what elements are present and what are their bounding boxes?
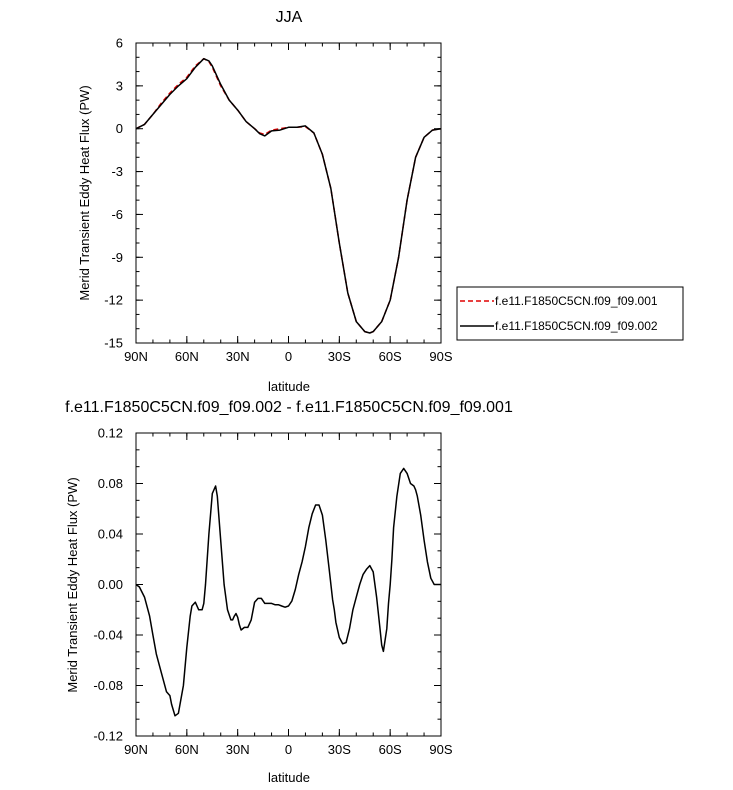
bottom-x-tick-label: 90S bbox=[429, 742, 452, 757]
bottom-x-tick-label: 0 bbox=[285, 742, 292, 757]
bottom-panel: f.e11.F1850C5CN.f09_f09.002 - f.e11.F185… bbox=[65, 399, 513, 785]
top-y-tick-label: -3 bbox=[111, 164, 123, 179]
top-x-tick-label: 90N bbox=[124, 349, 148, 364]
top-y-tick-label: -6 bbox=[111, 207, 123, 222]
bottom-y-tick-label: -0.08 bbox=[93, 678, 123, 693]
top-chart-title: JJA bbox=[276, 9, 303, 26]
bottom-x-tick-label: 30N bbox=[226, 742, 250, 757]
bottom-y-tick-label: 0.12 bbox=[98, 426, 123, 441]
top-chart-ticks: 90N 60N 30N 0 30S 60S 90S 6 3 0 -3 -6 -9 -12 -15 bbox=[104, 36, 453, 365]
bottom-y-tick-label: -0.04 bbox=[93, 628, 123, 643]
top-y-tick-label: -15 bbox=[104, 336, 123, 351]
bottom-chart-title: f.e11.F1850C5CN.f09_f09.002 - f.e11.F185… bbox=[65, 399, 513, 416]
bottom-x-axis-label: latitude bbox=[268, 770, 310, 785]
top-y-tick-label: -12 bbox=[104, 293, 123, 308]
bottom-chart-ticks: 90N 60N 30N 0 30S 60S 90S 0.12 0.08 0.04 0.00 -0.04… bbox=[93, 426, 453, 758]
top-series-line-2 bbox=[135, 57, 442, 334]
top-x-tick-label: 90S bbox=[429, 349, 452, 364]
bottom-x-tick-label: 60S bbox=[379, 742, 402, 757]
bottom-y-tick-label: -0.12 bbox=[93, 729, 123, 744]
bottom-chart-series-group bbox=[135, 467, 441, 717]
top-chart-series-group bbox=[135, 57, 442, 334]
top-x-tick-label: 60S bbox=[379, 349, 402, 364]
top-x-tick-label: 60N bbox=[175, 349, 199, 364]
legend: f.e11.F1850C5CN.f09_f09.001 f.e11.F1850C… bbox=[456, 286, 684, 341]
top-y-tick-label: -9 bbox=[111, 250, 123, 265]
top-x-tick-label: 30S bbox=[328, 349, 351, 364]
top-x-tick-label: 0 bbox=[285, 349, 292, 364]
top-x-axis-label: latitude bbox=[268, 379, 310, 394]
bottom-y-tick-label: 0.00 bbox=[98, 577, 123, 592]
bottom-y-tick-label: 0.08 bbox=[98, 476, 123, 491]
top-y-tick-label: 6 bbox=[116, 36, 123, 51]
bottom-x-tick-label: 30S bbox=[328, 742, 351, 757]
top-panel: JJA 90N 60N 30N 0 30S 60S 90S 6 3 0 -3 -6 -9 -12 -15 l… bbox=[77, 9, 684, 394]
top-y-tick-label: 0 bbox=[116, 121, 123, 136]
bottom-x-tick-label: 60N bbox=[175, 742, 199, 757]
bottom-series-line-1 bbox=[135, 467, 441, 717]
legend-label-series-1: f.e11.F1850C5CN.f09_f09.001 bbox=[495, 294, 658, 308]
bottom-y-tick-label: 0.04 bbox=[98, 527, 123, 542]
top-x-tick-label: 30N bbox=[226, 349, 250, 364]
bottom-x-tick-label: 90N bbox=[124, 742, 148, 757]
legend-box bbox=[456, 286, 684, 341]
top-y-axis-label: Merid Transient Eddy Heat Flux (PW) bbox=[77, 85, 92, 300]
bottom-y-axis-label: Merid Transient Eddy Heat Flux (PW) bbox=[65, 477, 80, 692]
legend-label-series-2: f.e11.F1850C5CN.f09_f09.002 bbox=[495, 319, 658, 333]
top-series-line-1 bbox=[135, 57, 442, 334]
top-plot-frame bbox=[135, 42, 442, 344]
top-y-tick-label: 3 bbox=[116, 78, 123, 93]
